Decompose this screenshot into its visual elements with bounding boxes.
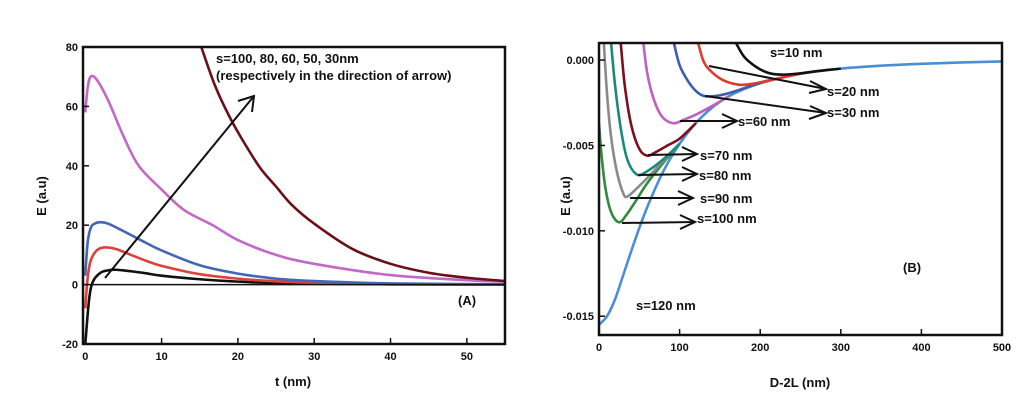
y-tick-label: 0.000 [566, 55, 594, 67]
x-tick-label: 50 [461, 351, 473, 363]
label-s80: s=80 nm [699, 168, 751, 183]
panel-a-label: (A) [458, 293, 476, 308]
x-tick-label: 20 [232, 351, 244, 363]
panel-a-y-axis-label: E (a.u) [34, 176, 49, 216]
a-series-3-line [83, 74, 506, 283]
panel-a-direction-arrow [104, 94, 256, 279]
panel-a-plot-frame [81, 45, 507, 346]
panel-b-ticks: 0 100 200 300 400 500 0.000 -0.005 -0.010 -0.015 [563, 55, 1011, 354]
a-series-4-line [200, 46, 506, 283]
panel-b-curves [599, 43, 1002, 326]
a-series-1-line [83, 246, 506, 309]
panel-a-annotation-line1: s=100, 80, 60, 50, 30nm [216, 51, 359, 66]
y-tick-label: -20 [62, 339, 78, 351]
panel-a-curves [83, 46, 506, 345]
y-tick-label: -0.015 [563, 311, 594, 323]
y-tick-label: 40 [66, 161, 78, 173]
x-tick-label: 500 [993, 342, 1011, 354]
b-series-4-line [619, 43, 697, 158]
label-s30: s=30 nm [827, 105, 879, 120]
label-s10: s=10 nm [770, 45, 822, 60]
x-tick-label: 0 [596, 342, 602, 354]
y-tick-label: 60 [66, 101, 78, 113]
y-tick-label: -0.005 [563, 140, 594, 152]
panel-b-x-axis-label: D-2L (nm) [770, 375, 830, 390]
y-tick-label: 80 [66, 42, 78, 54]
x-tick-label: 300 [832, 342, 850, 354]
b-series-5-line [642, 43, 729, 125]
panel-a: 0 10 20 30 40 50 -20 0 20 40 60 80 s=100, 80, 60, 5… [34, 42, 507, 389]
label-s120: s=120 nm [636, 298, 696, 313]
panel-b-y-axis-label: E (a.u) [558, 176, 573, 216]
panel-b: 0 100 200 300 400 5000.000-0.005-0.010-0.015 … [558, 41, 1011, 390]
panel-a-x-axis-label: t (nm) [275, 374, 311, 389]
x-tick-label: 10 [155, 351, 167, 363]
x-tick-label: 30 [308, 351, 320, 363]
b-series-7-line [696, 43, 801, 87]
x-tick-label: 400 [912, 342, 930, 354]
a-series-2-line [83, 220, 506, 286]
panel-b-plot-frame [597, 41, 1004, 337]
panel-a-ticks: 0 10 20 30 40 50 -20 0 20 40 60 80 [62, 42, 473, 363]
label-s60: s=60 nm [738, 114, 790, 129]
b-series-2-line [602, 43, 681, 199]
y-tick-label: 20 [66, 220, 78, 232]
panel-b-label-arrows [621, 65, 829, 230]
x-tick-label: 100 [670, 342, 688, 354]
label-s70: s=70 nm [700, 148, 752, 163]
label-s90: s=90 nm [700, 191, 752, 206]
panel-b-label: (B) [903, 260, 921, 275]
x-tick-label: 200 [751, 342, 769, 354]
label-s20: s=20 nm [827, 84, 879, 99]
y-tick-label: 0 [72, 280, 78, 292]
b-series-0-line [599, 60, 1002, 326]
b-series-8-line [734, 43, 841, 76]
b-series-1-line [599, 123, 681, 224]
label-s100: s=100 nm [697, 211, 757, 226]
y-tick-label: -0.010 [563, 226, 594, 238]
panel-a-annotation-line2: (respectively in the direction of arrow) [216, 68, 452, 83]
x-tick-label: 0 [82, 351, 88, 363]
x-tick-label: 40 [384, 351, 396, 363]
b-series-3-line [609, 43, 681, 177]
